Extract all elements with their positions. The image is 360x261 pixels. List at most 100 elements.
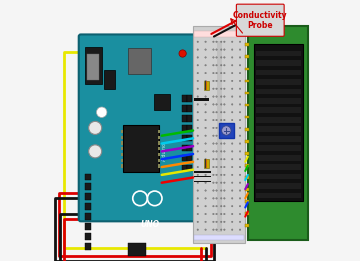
Circle shape (213, 135, 214, 137)
Circle shape (216, 72, 217, 74)
Bar (187, 165, 192, 171)
Circle shape (216, 104, 217, 105)
Bar (158, 159, 160, 162)
Circle shape (197, 135, 198, 137)
Bar (256, 136, 301, 142)
Circle shape (239, 198, 241, 199)
Circle shape (224, 174, 225, 176)
Bar (182, 165, 187, 171)
Bar (187, 125, 192, 132)
Text: Conductivity
Probe: Conductivity Probe (233, 10, 288, 30)
Circle shape (224, 158, 225, 160)
Bar (194, 181, 211, 182)
Bar (158, 141, 160, 145)
Bar (193, 26, 245, 243)
Circle shape (220, 41, 222, 43)
Circle shape (220, 151, 222, 152)
Circle shape (197, 64, 198, 66)
Circle shape (216, 213, 217, 215)
Bar (128, 243, 146, 256)
Circle shape (205, 88, 206, 90)
Circle shape (216, 221, 217, 223)
Circle shape (213, 174, 214, 176)
Circle shape (213, 127, 214, 129)
Circle shape (216, 229, 217, 230)
Circle shape (205, 135, 206, 137)
Circle shape (216, 158, 217, 160)
Bar (256, 88, 301, 94)
Circle shape (220, 143, 222, 144)
Bar (248, 26, 308, 240)
Circle shape (213, 198, 214, 199)
Circle shape (231, 198, 233, 199)
Bar (121, 159, 123, 162)
Circle shape (231, 57, 233, 58)
Circle shape (205, 104, 206, 105)
Circle shape (197, 166, 198, 168)
Bar (87, 54, 99, 80)
Circle shape (224, 198, 225, 199)
Bar (245, 128, 249, 130)
Bar (182, 105, 187, 112)
Circle shape (239, 213, 241, 215)
Bar (256, 174, 301, 180)
Circle shape (224, 80, 225, 82)
Circle shape (213, 205, 214, 207)
Bar (206, 159, 207, 168)
Circle shape (205, 229, 206, 230)
Circle shape (224, 151, 225, 152)
Circle shape (213, 229, 214, 230)
Bar (256, 145, 301, 151)
Circle shape (205, 143, 206, 144)
Circle shape (205, 119, 206, 121)
Circle shape (213, 80, 214, 82)
Circle shape (239, 229, 241, 230)
Bar (245, 140, 249, 143)
Circle shape (220, 57, 222, 58)
Circle shape (197, 143, 198, 144)
Circle shape (224, 49, 225, 50)
Circle shape (216, 166, 217, 168)
Circle shape (224, 182, 225, 183)
Circle shape (231, 111, 233, 113)
Circle shape (220, 158, 222, 160)
Circle shape (220, 198, 222, 199)
Circle shape (220, 229, 222, 230)
Circle shape (220, 49, 222, 50)
Bar (158, 153, 160, 156)
Circle shape (224, 104, 225, 105)
Circle shape (205, 190, 206, 191)
Circle shape (213, 143, 214, 144)
Circle shape (220, 182, 222, 183)
Circle shape (224, 221, 225, 223)
Circle shape (239, 143, 241, 144)
Circle shape (239, 111, 241, 113)
Circle shape (213, 64, 214, 66)
Circle shape (220, 190, 222, 191)
Circle shape (220, 127, 222, 129)
Circle shape (231, 49, 233, 50)
Bar (245, 212, 249, 215)
Circle shape (205, 205, 206, 207)
Circle shape (231, 213, 233, 215)
Circle shape (239, 182, 241, 183)
Circle shape (239, 96, 241, 97)
Circle shape (239, 166, 241, 168)
Bar (245, 176, 249, 179)
Bar (245, 188, 249, 191)
Circle shape (239, 88, 241, 90)
Circle shape (239, 151, 241, 152)
Bar (85, 47, 102, 84)
Bar (85, 174, 91, 180)
Circle shape (197, 104, 198, 105)
Bar (245, 80, 249, 82)
Circle shape (213, 49, 214, 50)
Bar (182, 155, 187, 161)
Bar (245, 116, 249, 118)
Bar (182, 135, 187, 141)
Circle shape (231, 158, 233, 160)
Circle shape (231, 127, 233, 129)
Bar (121, 130, 123, 133)
Circle shape (216, 182, 217, 183)
Circle shape (216, 143, 217, 144)
